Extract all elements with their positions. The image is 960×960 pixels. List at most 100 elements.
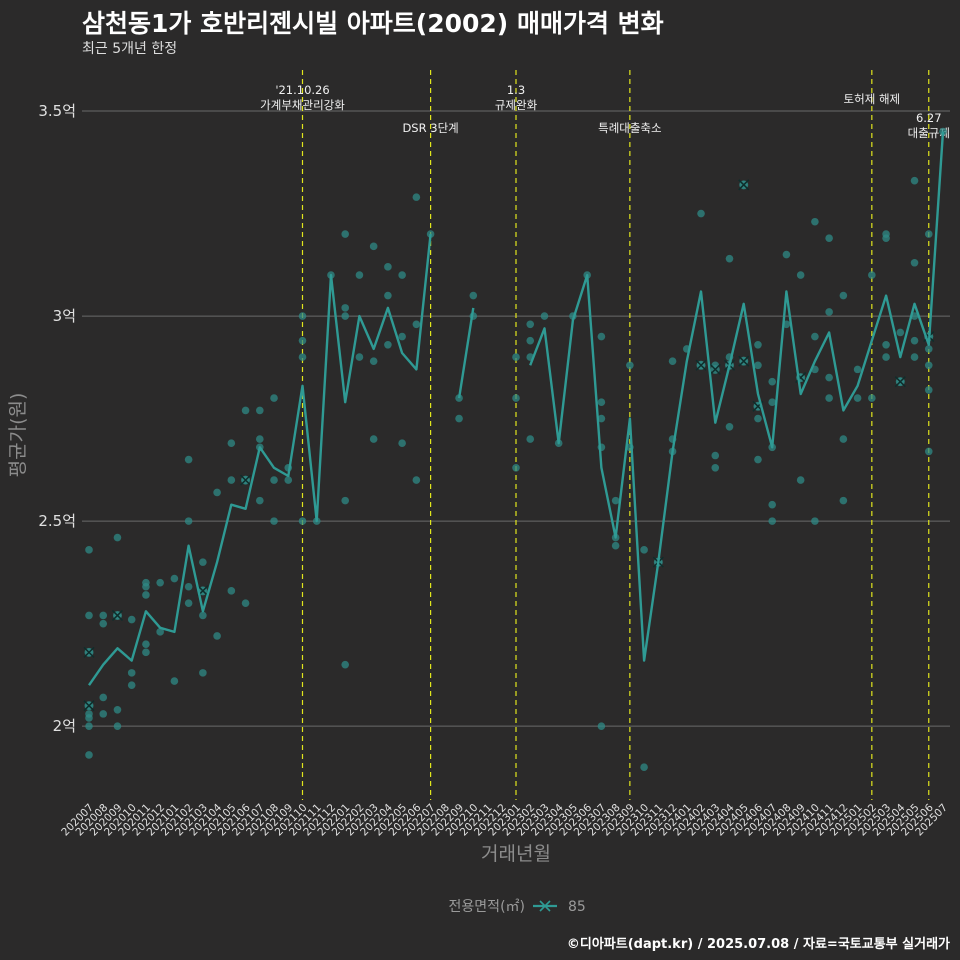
transaction-point: [796, 476, 805, 484]
transaction-point: [839, 435, 848, 443]
transaction-point: [882, 340, 890, 349]
transaction-point: [882, 234, 890, 242]
transaction-point: [341, 496, 350, 505]
transaction-point: [754, 414, 762, 423]
y-tick-label: 2억: [53, 717, 76, 735]
cross-marker: [83, 646, 95, 658]
transaction-point: [270, 476, 278, 484]
transaction-point: [754, 455, 762, 464]
transaction-point: [512, 394, 520, 402]
transaction-point: [241, 406, 250, 415]
transaction-point: [199, 611, 207, 620]
transaction-point: [298, 353, 307, 361]
cross-marker: [240, 474, 252, 486]
transaction-point: [924, 345, 933, 353]
event-label: 대출규제: [908, 126, 950, 140]
series-line: [88, 233, 432, 686]
transaction-point: [811, 517, 819, 525]
transaction-point: [597, 398, 606, 406]
transaction-point: [611, 496, 620, 505]
transaction-point: [255, 496, 264, 505]
y-tick-label: 3.5억: [38, 102, 76, 120]
event-label: 규제완화: [495, 98, 538, 112]
cross-marker: [709, 363, 721, 375]
transaction-point: [754, 361, 762, 370]
transaction-point: [341, 230, 350, 238]
transaction-point: [156, 578, 164, 587]
source-caption: ©디아파트(dapt.kr) / 2025.07.08 / 자료=국토교통부 실…: [566, 937, 950, 952]
transaction-point: [412, 476, 421, 484]
transaction-point: [113, 722, 122, 730]
transaction-point: [85, 611, 93, 620]
transaction-point: [170, 574, 179, 583]
cross-marker: [695, 359, 707, 371]
chart-title: 삼천동1가 호반리젠시빌 아파트(2002) 매매가격 변화: [82, 9, 664, 38]
transaction-point: [868, 271, 876, 279]
transaction-point: [213, 632, 221, 640]
transaction-point: [227, 476, 236, 484]
transaction-point: [99, 710, 108, 718]
transaction-point: [142, 648, 150, 657]
transaction-point: [355, 271, 364, 279]
legend-title: 전용면적(㎡): [449, 899, 525, 915]
transaction-point: [754, 340, 762, 349]
transaction-point: [369, 242, 378, 251]
event-label: 6.27: [916, 111, 942, 125]
transaction-point: [270, 517, 278, 525]
transaction-point: [298, 312, 307, 320]
transaction-point: [811, 217, 819, 226]
transaction-point: [341, 660, 350, 669]
transaction-point: [910, 176, 919, 185]
transaction-point: [896, 328, 905, 337]
transaction-point: [284, 476, 293, 484]
event-label: '21.10.26: [275, 83, 329, 97]
transaction-point: [540, 312, 549, 320]
transaction-point: [142, 582, 150, 591]
transaction-point: [255, 435, 264, 443]
transaction-point: [184, 517, 193, 525]
event-label: 토허제 해제: [844, 92, 901, 106]
transaction-point: [85, 751, 93, 759]
transaction-point: [512, 353, 520, 361]
transaction-point: [241, 599, 250, 607]
legend-entry: 85: [568, 899, 586, 915]
transaction-point: [113, 705, 122, 714]
transaction-point: [640, 546, 648, 554]
transaction-point: [782, 250, 791, 259]
transaction-point: [369, 435, 378, 443]
transaction-point: [455, 414, 463, 423]
transaction-point: [825, 234, 833, 242]
event-label: 특례대출축소: [598, 121, 661, 135]
transaction-point: [85, 722, 93, 730]
chart-subtitle: 최근 5개년 한정: [82, 41, 178, 57]
transaction-point: [142, 591, 150, 599]
transaction-point: [298, 517, 307, 525]
cross-marker: [894, 376, 906, 388]
transaction-point: [597, 414, 606, 423]
transaction-point: [668, 357, 677, 365]
transaction-point: [924, 386, 933, 394]
transaction-point: [839, 291, 848, 300]
transaction-point: [85, 546, 93, 554]
transaction-point: [398, 271, 406, 279]
transaction-point: [199, 669, 207, 677]
transaction-point: [924, 447, 933, 456]
series-line: [529, 131, 945, 662]
transaction-point: [768, 517, 776, 525]
legend-cross-icon: [539, 900, 551, 912]
transaction-point: [924, 230, 933, 238]
transaction-point: [469, 291, 478, 300]
transaction-point: [910, 353, 919, 361]
transaction-point: [697, 209, 705, 218]
transaction-point: [355, 353, 364, 361]
transaction-point: [199, 558, 207, 566]
transaction-point: [99, 611, 108, 620]
transaction-point: [768, 377, 776, 386]
transaction-point: [526, 320, 535, 329]
transaction-point: [384, 263, 392, 271]
series-line: [457, 307, 475, 399]
transaction-point: [853, 394, 862, 402]
transaction-point: [170, 677, 179, 685]
transaction-point: [127, 615, 136, 624]
transaction-point: [113, 533, 122, 542]
